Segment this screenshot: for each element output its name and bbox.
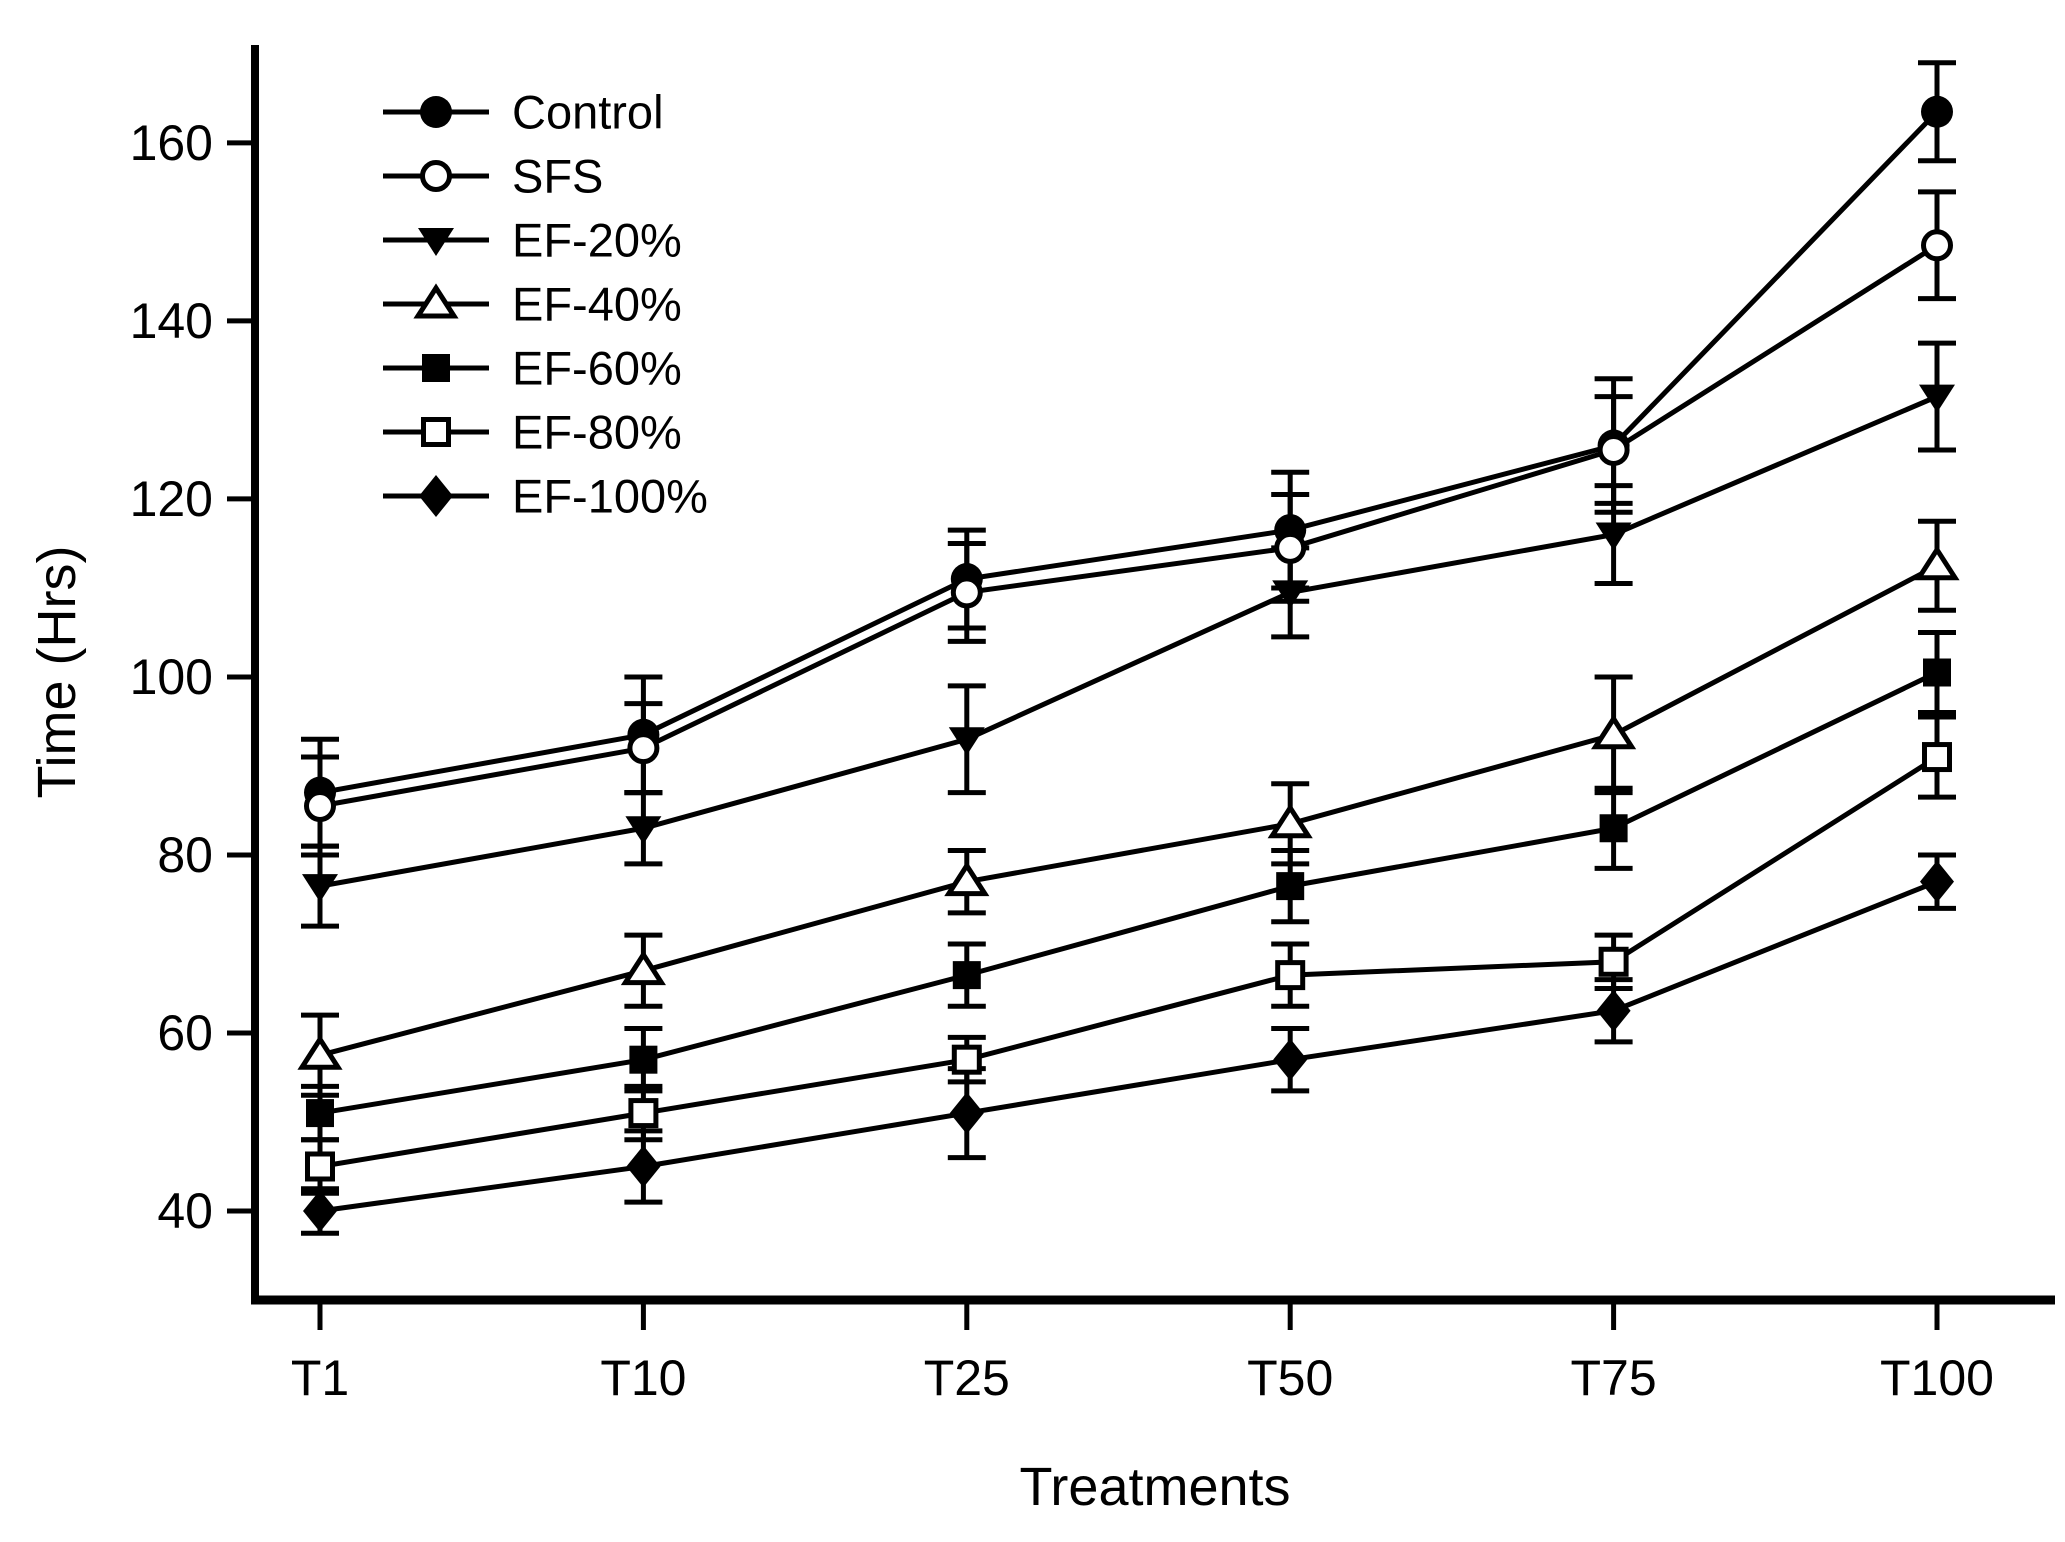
marker-diamond-filled xyxy=(949,1092,984,1135)
legend-marker-diamond-filled xyxy=(419,475,453,517)
legend-marker-triangle-up-open xyxy=(413,283,459,319)
legend-label: SFS xyxy=(512,150,603,203)
y-tick-label: 60 xyxy=(157,1005,213,1061)
marker-square-filled xyxy=(1276,872,1305,901)
y-tick-label: 140 xyxy=(130,293,213,349)
legend-label: EF-60% xyxy=(512,342,682,395)
x-category-label: T75 xyxy=(1571,1350,1657,1406)
series-line-SFS xyxy=(319,243,1939,809)
marker-triangle-down-filled xyxy=(302,874,338,903)
legend-marker-triangle-down-filled xyxy=(418,228,454,256)
legend-item-EF-40%: EF-40% xyxy=(383,278,682,331)
marker-diamond-filled xyxy=(1273,1038,1308,1081)
marker-square-filled xyxy=(1599,814,1628,843)
y-tick-label: 100 xyxy=(130,649,213,705)
marker-triangle-up-open xyxy=(1591,714,1637,750)
y-tick-label: 160 xyxy=(130,115,213,171)
marker-triangle-up-open xyxy=(1914,545,1960,581)
marker-triangle-up-open xyxy=(620,950,666,986)
marker-triangle-down-filled xyxy=(1272,580,1309,609)
legend-label: EF-80% xyxy=(512,406,682,459)
x-category-label: T100 xyxy=(1880,1350,1994,1406)
marker-square-filled xyxy=(629,1045,658,1074)
legend-item-Control: Control xyxy=(383,86,664,139)
marker-diamond-filled xyxy=(303,1189,337,1232)
marker-triangle-up-open xyxy=(297,1034,343,1070)
marker-diamond-filled xyxy=(626,1145,661,1188)
marker-triangle-down-filled xyxy=(1919,384,1955,413)
marker-square-open xyxy=(628,1098,659,1129)
marker-square-open xyxy=(1922,742,1952,773)
x-axis-title: Treatments xyxy=(1019,1457,1290,1517)
legend-label: EF-20% xyxy=(512,214,682,267)
marker-square-open xyxy=(951,1044,982,1075)
marker-square-filled xyxy=(306,1099,334,1128)
legend-item-EF-20%: EF-20% xyxy=(383,214,682,267)
x-category-label: T25 xyxy=(924,1350,1010,1406)
series-line-Control xyxy=(319,110,1939,796)
legend-marker-square-open xyxy=(421,417,451,447)
legend-item-EF-100%: EF-100% xyxy=(383,470,708,523)
marker-square-open xyxy=(1598,946,1629,977)
marker-square-open xyxy=(305,1151,335,1182)
marker-triangle-up-open xyxy=(1267,803,1313,839)
legend-marker-circle-filled xyxy=(420,96,452,128)
marker-circle-open xyxy=(1597,433,1630,466)
series-line-EF-40% xyxy=(319,563,1939,1058)
y-tick-label: 120 xyxy=(130,471,213,527)
legend-label: Control xyxy=(512,86,664,139)
y-tick-label: 80 xyxy=(157,827,213,883)
legend-label: EF-40% xyxy=(512,278,682,331)
marker-circle-open xyxy=(1921,229,1953,262)
axes: 40 60 80 100 120 140 160 T1 T10 T25 T50 T75 T100 xyxy=(130,45,2055,1406)
x-category-label: T50 xyxy=(1247,1350,1333,1406)
series-line-EF-80% xyxy=(319,754,1939,1169)
marker-triangle-down-filled xyxy=(948,727,985,756)
series-lines xyxy=(319,110,1939,1214)
marker-triangle-down-filled xyxy=(625,816,662,845)
marker-triangle-down-filled xyxy=(1595,522,1632,551)
legend-marker-square-filled xyxy=(422,354,450,382)
legend: Control SFS EF-20% EF-40% EF-60% EF-80% EF-100… xyxy=(383,86,708,523)
y-tick-label: 40 xyxy=(157,1183,213,1239)
marker-square-filled xyxy=(952,961,981,990)
y-axis-title: Time (Hrs) xyxy=(27,546,87,799)
x-category-label: T10 xyxy=(600,1350,686,1406)
legend-marker-circle-open xyxy=(420,160,452,192)
marker-circle-open xyxy=(627,732,660,765)
marker-circle-filled xyxy=(1921,95,1953,128)
marker-square-filled xyxy=(1923,658,1951,687)
x-category-label: T1 xyxy=(291,1350,349,1406)
marker-circle-open xyxy=(950,576,983,609)
marker-diamond-filled xyxy=(1920,860,1954,903)
series-line-EF-20% xyxy=(319,394,1938,889)
marker-circle-open xyxy=(1274,531,1307,564)
legend-item-SFS: SFS xyxy=(383,150,603,203)
series-markers xyxy=(297,95,1960,1232)
series-line-EF-100% xyxy=(319,879,1938,1214)
marker-triangle-up-open xyxy=(944,861,990,897)
legend-label: EF-100% xyxy=(512,470,708,523)
legend-item-EF-80%: EF-80% xyxy=(383,406,682,459)
marker-diamond-filled xyxy=(1596,989,1631,1032)
legend-item-EF-60%: EF-60% xyxy=(383,342,682,395)
marker-circle-open xyxy=(304,790,336,823)
marker-square-open xyxy=(1275,960,1306,991)
series-line-EF-60% xyxy=(319,670,1939,1116)
